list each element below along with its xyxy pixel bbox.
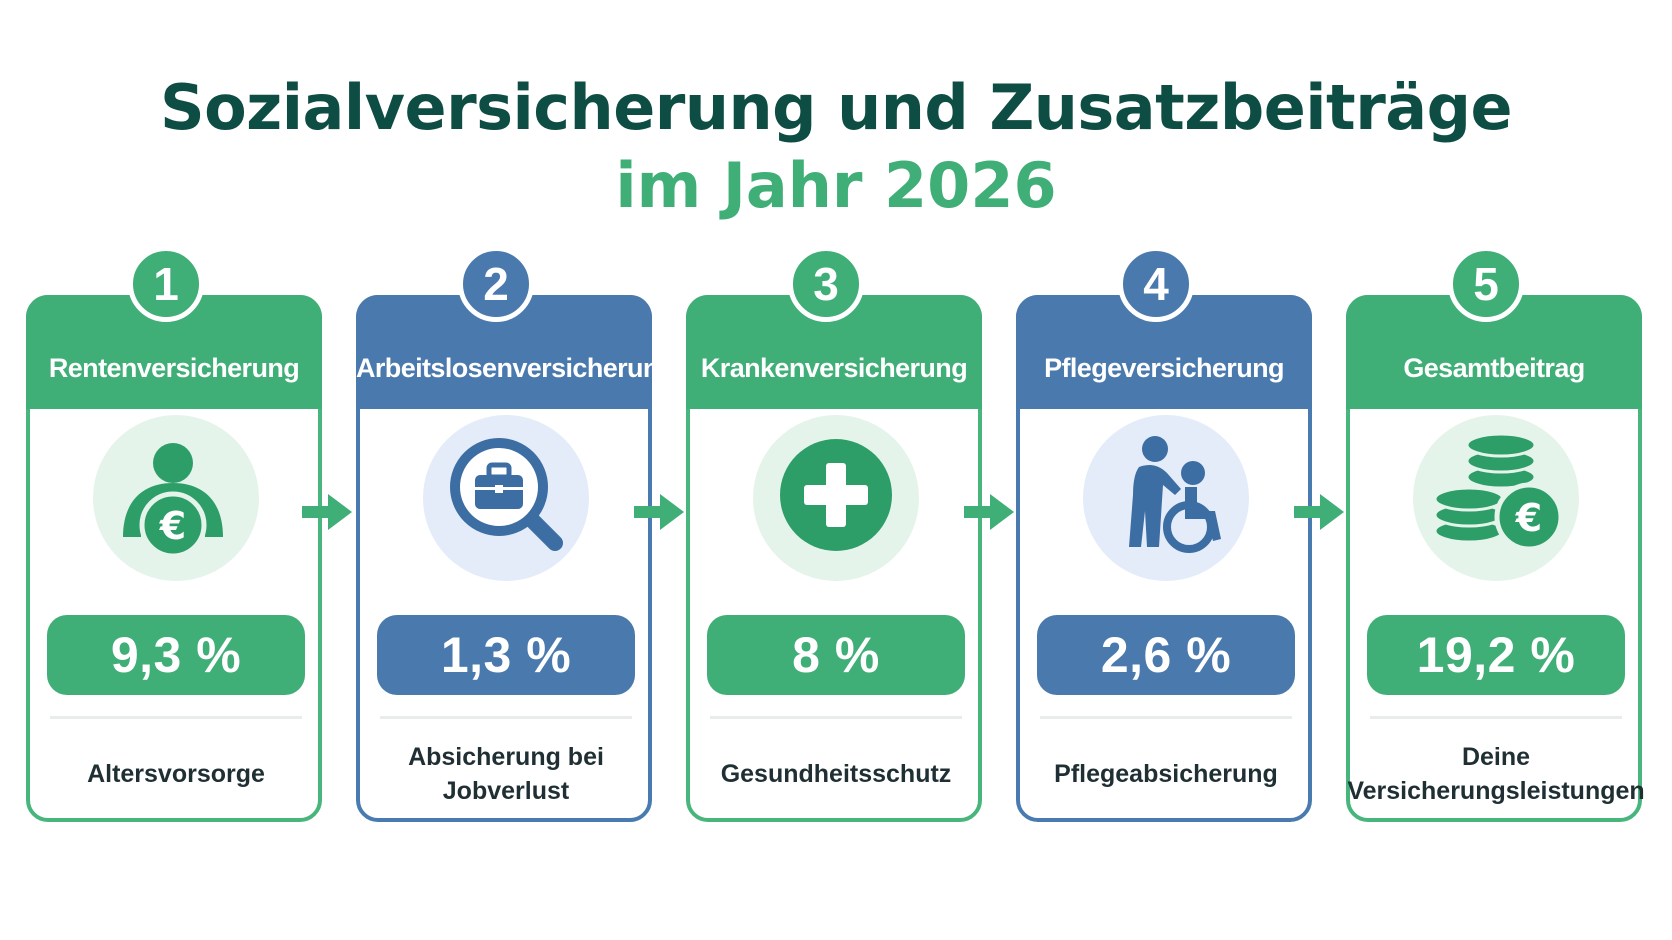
card-gesamtbeitrag: 5 Gesamtbeitrag € 19,2 % Deine Versicher… (1346, 246, 1645, 822)
divider (380, 716, 632, 719)
card-header: 1 Rentenversicherung (26, 246, 322, 409)
svg-text:€: € (1515, 496, 1542, 540)
percentage-value: 8 % (707, 615, 965, 695)
card-header: 5 Gesamtbeitrag (1346, 246, 1642, 409)
percentage-value: 1,3 % (377, 615, 635, 695)
card-description: Altersvorsorge (87, 760, 265, 788)
arrow-right-icon (302, 494, 352, 530)
card-title: Arbeitslosenversicherung (356, 353, 675, 383)
arrow-right-icon (1294, 494, 1344, 530)
divider (1040, 716, 1292, 719)
divider (710, 716, 962, 719)
caregiver-wheelchair-icon (1083, 415, 1249, 581)
medical-cross-icon (753, 415, 919, 581)
card-header: 2 Arbeitslosenversicherung (356, 246, 675, 409)
page-subtitle: im Jahr 2026 (615, 149, 1057, 222)
divider (1370, 716, 1622, 719)
card-description: Pflegeabsicherung (1054, 760, 1278, 788)
step-number: 1 (128, 246, 204, 322)
card-rentenversicherung: 1 Rentenversicherung € 9,3 % Altersvorso… (26, 246, 322, 822)
person-euro-icon: € (93, 415, 259, 581)
card-krankenversicherung: 3 Krankenversicherung 8 % Gesundheitssch… (686, 246, 982, 822)
svg-text:€: € (159, 504, 186, 548)
card-title: Gesamtbeitrag (1403, 353, 1585, 383)
card-header: 4 Pflegeversicherung (1016, 246, 1312, 409)
briefcase-magnifier-icon (423, 415, 589, 581)
card-title: Pflegeversicherung (1044, 353, 1284, 383)
arrow-right-icon (634, 494, 684, 530)
card-title: Rentenversicherung (48, 353, 300, 383)
step-number: 3 (788, 246, 864, 322)
divider (50, 716, 302, 719)
card-pflegeversicherung: 4 Pflegeversicherung 2,6 % Pflegeabsiche… (1016, 246, 1312, 822)
card-description: Absicherung bei Jobverlust (408, 743, 604, 805)
percentage-value: 9,3 % (47, 615, 305, 695)
step-number: 2 (458, 246, 534, 322)
card-description: Deine Versicherungsleistungen (1347, 743, 1645, 805)
card-header: 3 Krankenversicherung (686, 246, 982, 409)
percentage-value: 2,6 % (1037, 615, 1295, 695)
arrow-right-icon (964, 494, 1014, 530)
page-title: Sozialversicherung und Zusatzbeiträge (159, 71, 1513, 144)
step-number: 5 (1448, 246, 1524, 322)
percentage-value: 19,2 % (1367, 615, 1625, 695)
card-arbeitslosenversicherung: 2 Arbeitslosenversicherung 1,3 % Absiche… (356, 246, 675, 822)
coins-euro-icon: € (1413, 415, 1579, 581)
card-description: Gesundheitsschutz (720, 760, 952, 788)
step-number: 4 (1118, 246, 1194, 322)
card-title: Krankenversicherung (700, 353, 968, 383)
